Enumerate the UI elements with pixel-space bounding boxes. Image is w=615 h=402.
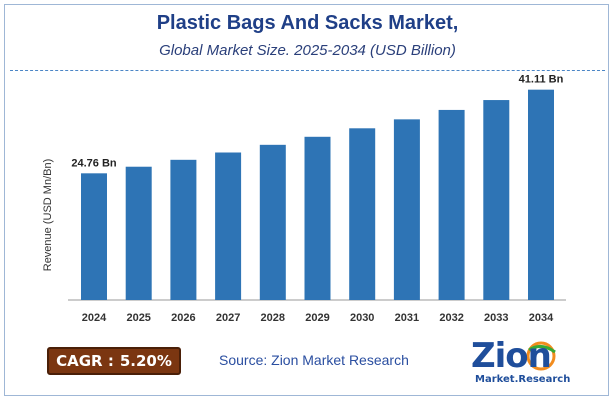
x-tick-label: 2033: [484, 312, 508, 324]
x-tick-label: 2026: [171, 312, 195, 324]
y-axis-label: Revenue (USD Mn/Bn): [42, 159, 54, 272]
data-label: 41.11 Bn: [519, 74, 564, 86]
bar-2031: [393, 119, 420, 301]
data-label: 24.76 Bn: [71, 157, 117, 169]
bar-2028: [259, 144, 286, 300]
cagr-label: CAGR :: [56, 352, 114, 370]
bar-2032: [438, 109, 465, 300]
logo-wordmark: Zion: [471, 336, 552, 376]
x-tick-label: 2024: [82, 312, 107, 324]
cagr-badge: CAGR : 5.20%: [47, 347, 181, 375]
bar-2029: [304, 136, 331, 300]
bar-2033: [483, 100, 510, 300]
bar-2034: [528, 89, 554, 300]
x-tick-label: 2031: [395, 312, 419, 324]
bar-2027: [215, 152, 242, 300]
x-tick-label: 2025: [126, 312, 150, 324]
zion-logo: Zion Market.Research: [471, 336, 581, 388]
x-tick-label: 2034: [529, 312, 554, 324]
bar-2024: [81, 173, 107, 300]
x-tick-label: 2030: [350, 312, 374, 324]
title-divider: [10, 70, 605, 71]
logo-swoosh-icon: [526, 341, 556, 371]
chart-title: Plastic Bags And Sacks Market,: [156, 12, 459, 34]
x-tick-label: 2027: [216, 312, 240, 324]
bar-2026: [170, 159, 197, 300]
source-text: Source: Zion Market Research: [219, 352, 409, 368]
bar-2030: [349, 128, 376, 300]
bar-2025: [125, 166, 152, 300]
chart-subtitle: Global Market Size. 2025-2034 (USD Billi…: [159, 42, 456, 59]
x-tick-label: 2028: [261, 312, 285, 324]
cagr-value: 5.20%: [119, 352, 172, 370]
x-tick-label: 2029: [305, 312, 329, 324]
x-tick-label: 2032: [439, 312, 463, 324]
logo-subtitle: Market.Research: [475, 374, 571, 385]
